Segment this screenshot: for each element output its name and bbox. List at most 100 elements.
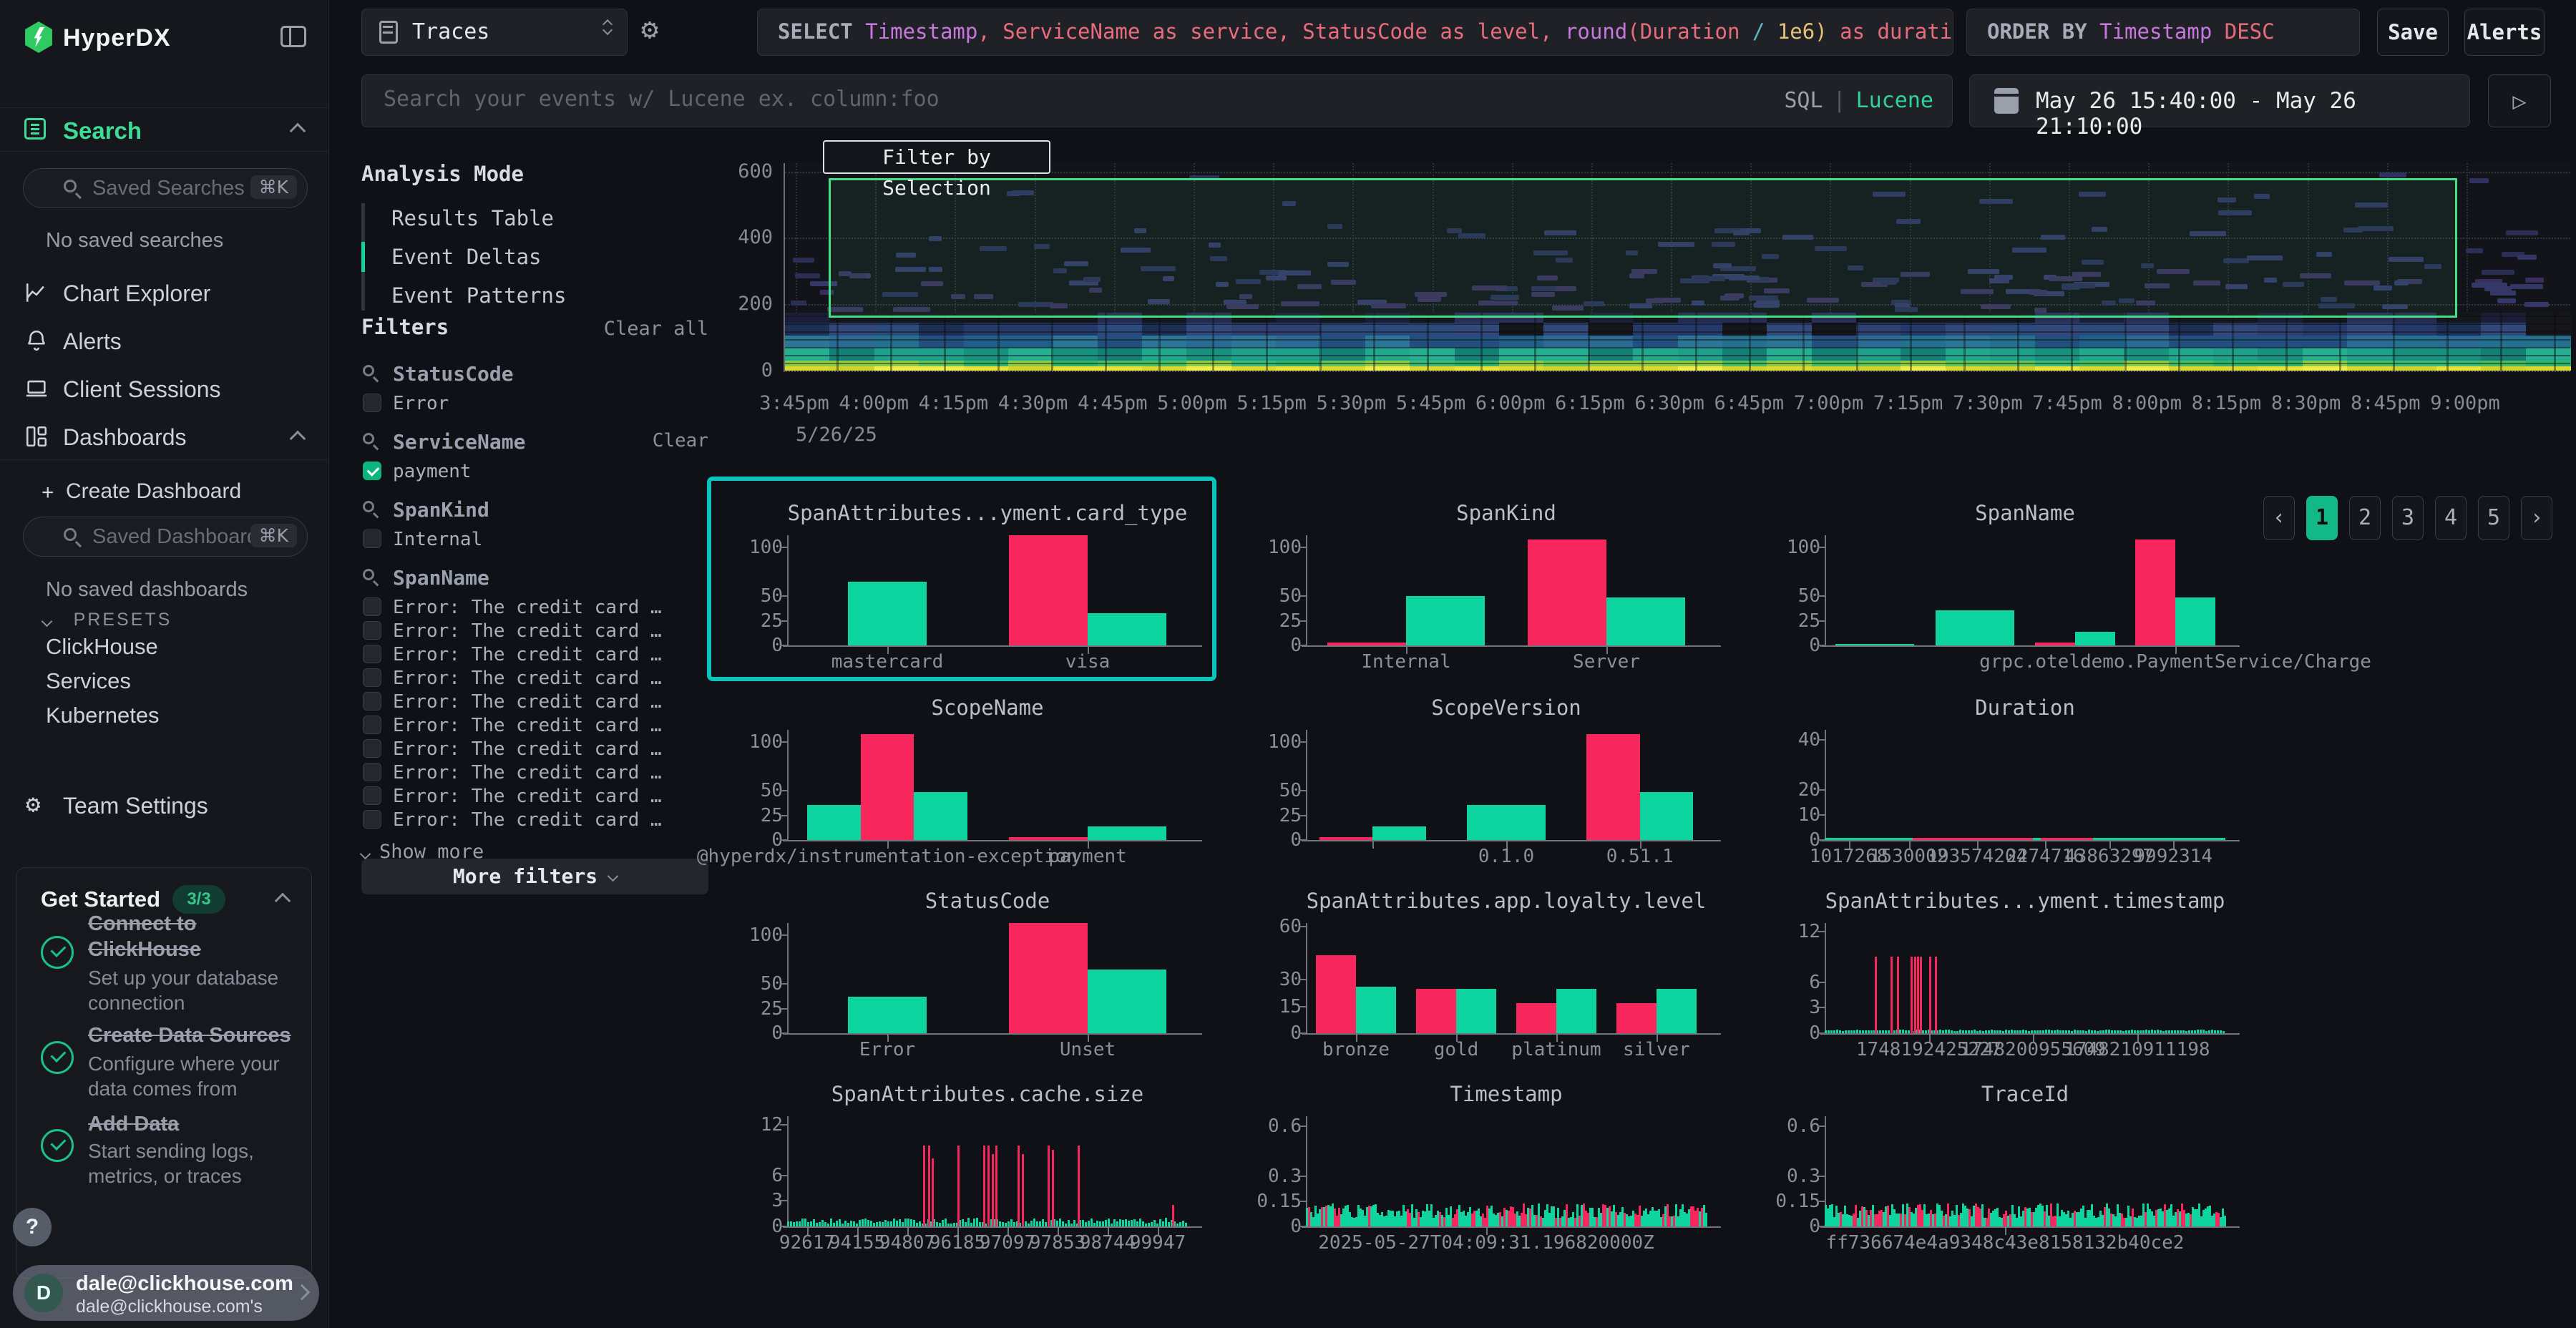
chart-trace-id[interactable]: TraceId 0.6 0.3 0.15 0 ff736674e4a9348c43e815… bbox=[1767, 1082, 2268, 1269]
order-by-input[interactable]: ORDER BY Timestamp DESC bbox=[1966, 9, 2360, 56]
sidebar-item-dashboards[interactable]: Dashboards bbox=[0, 417, 329, 459]
presets-toggle[interactable]: PRESETS bbox=[41, 610, 172, 630]
bar-ok[interactable] bbox=[1088, 612, 1166, 645]
sidebar-item-alerts[interactable]: Alerts bbox=[0, 321, 329, 363]
sql-select-input[interactable]: SELECT Timestamp, ServiceName as service… bbox=[757, 9, 1953, 56]
checkbox-unchecked[interactable] bbox=[363, 529, 381, 548]
saved-searches-field[interactable] bbox=[92, 176, 257, 200]
chevron-up-icon[interactable] bbox=[274, 892, 291, 909]
gs-item-title[interactable]: Add Data bbox=[88, 1113, 180, 1136]
bar-ok[interactable] bbox=[1835, 644, 1914, 645]
bar-ok[interactable] bbox=[1406, 596, 1485, 645]
checkbox-unchecked[interactable] bbox=[363, 668, 381, 687]
bar-ok[interactable] bbox=[848, 997, 927, 1033]
run-query-button[interactable]: ▷ bbox=[2488, 74, 2551, 127]
filter-item[interactable]: Error: The credit card … bbox=[361, 620, 708, 642]
checkbox-unchecked[interactable] bbox=[363, 597, 381, 616]
checkbox-checked[interactable] bbox=[363, 462, 381, 480]
bar-ok[interactable] bbox=[807, 804, 861, 840]
filter-item[interactable]: Error: The credit card … bbox=[361, 667, 708, 689]
bar-ok[interactable] bbox=[2175, 597, 2215, 645]
filter-item[interactable]: Error: The credit card … bbox=[361, 596, 708, 618]
chart-payment-timestamp[interactable]: SpanAttributes...yment.timestamp 12 6 3 0 174… bbox=[1767, 889, 2268, 1076]
heatmap-selection[interactable] bbox=[829, 177, 2457, 318]
bar-error[interactable] bbox=[1516, 1002, 1556, 1033]
bar-error[interactable] bbox=[1009, 836, 1088, 840]
chart-scope-name[interactable]: ScopeName 100 50 25 0 @hyperdx/instrumentatio… bbox=[697, 695, 1231, 883]
more-filters-button[interactable]: More filters bbox=[361, 859, 708, 894]
filter-item[interactable]: Internal bbox=[361, 528, 708, 550]
saved-searches-input[interactable]: ⌘K bbox=[23, 168, 308, 208]
analysis-mode-event-deltas[interactable]: Event Deltas bbox=[361, 238, 566, 276]
bar-ok[interactable] bbox=[1356, 987, 1396, 1033]
pagination-page-2[interactable]: 2 bbox=[2349, 496, 2381, 540]
bar-error[interactable] bbox=[1528, 539, 1606, 645]
bar-error[interactable] bbox=[1316, 954, 1356, 1033]
chart-scope-version[interactable]: ScopeVersion 100 50 25 0 0.1.0 0.51.1 bbox=[1249, 695, 1750, 883]
filter-item[interactable]: Error: The credit card … bbox=[361, 690, 708, 713]
filter-item[interactable]: Error: The credit card … bbox=[361, 738, 708, 760]
alerts-button[interactable]: Alerts bbox=[2464, 9, 2545, 56]
gs-item-title[interactable]: Connect to ClickHouse bbox=[88, 912, 201, 961]
bar-ok[interactable] bbox=[1372, 826, 1426, 840]
filter-item[interactable]: Error bbox=[361, 392, 708, 414]
bar-ok[interactable] bbox=[1088, 969, 1166, 1033]
bar-ok[interactable] bbox=[1556, 988, 1596, 1033]
checkbox-unchecked[interactable] bbox=[363, 739, 381, 758]
user-menu[interactable]: D dale@clickhouse.com dale@clickhouse.co… bbox=[13, 1265, 319, 1321]
chart-span-kind[interactable]: SpanKind 100 50 25 0 Internal Server bbox=[1249, 501, 1750, 688]
preset-kubernetes[interactable]: Kubernetes bbox=[46, 703, 160, 728]
event-search-input[interactable]: SQL|Lucene bbox=[361, 74, 1953, 127]
analysis-mode-event-patterns[interactable]: Event Patterns bbox=[391, 283, 567, 308]
gs-item-title[interactable]: Create Data Sources bbox=[88, 1024, 291, 1047]
bar-ok[interactable] bbox=[848, 581, 927, 645]
bar-ok[interactable] bbox=[1088, 826, 1166, 840]
bar-ok[interactable] bbox=[1639, 791, 1694, 840]
chart-duration[interactable]: Duration 40 20 10 0 1017268 1530002 193574204 22… bbox=[1767, 695, 2268, 883]
saved-dashboards-input[interactable]: ⌘K bbox=[23, 517, 308, 557]
pagination-page-3[interactable]: 3 bbox=[2392, 496, 2424, 540]
save-button[interactable]: Save bbox=[2377, 9, 2449, 56]
chart-span-name[interactable]: SpanName 100 50 25 0 grpc.oteldemo.PaymentSer… bbox=[1767, 501, 2371, 688]
checkbox-unchecked[interactable] bbox=[363, 716, 381, 734]
checkbox-unchecked[interactable] bbox=[363, 394, 381, 412]
bar-ok[interactable] bbox=[2075, 631, 2115, 645]
chart-card-type[interactable]: SpanAttributes...yment.card_type 100 50 25 0… bbox=[730, 501, 1231, 688]
bar-error[interactable] bbox=[2035, 642, 2075, 645]
chart-timestamp[interactable]: Timestamp 0.6 0.3 0.15 0 2025-05-27T04:09:31.… bbox=[1249, 1082, 1750, 1269]
filter-item[interactable]: Error: The credit card … bbox=[361, 643, 708, 665]
checkbox-unchecked[interactable] bbox=[363, 810, 381, 829]
checkbox-unchecked[interactable] bbox=[363, 645, 381, 663]
filter-by-selection-button[interactable]: Filter by Selection bbox=[823, 140, 1050, 200]
chart-cache-size[interactable]: SpanAttributes.cache.size 12 6 3 0 92617 94155… bbox=[730, 1082, 1231, 1269]
analysis-mode-results-table[interactable]: Results Table bbox=[391, 206, 554, 230]
sidebar-collapse-icon[interactable] bbox=[280, 26, 306, 47]
chevron-up-icon[interactable] bbox=[289, 430, 306, 447]
filter-item[interactable]: Error: The credit card … bbox=[361, 714, 708, 736]
bar-ok[interactable] bbox=[1606, 597, 1685, 645]
pagination-page-4[interactable]: 4 bbox=[2435, 496, 2467, 540]
saved-dashboards-field[interactable] bbox=[92, 524, 257, 549]
checkbox-unchecked[interactable] bbox=[363, 763, 381, 781]
lang-sql-toggle[interactable]: SQL bbox=[1784, 88, 1823, 113]
bar-error[interactable] bbox=[1009, 535, 1088, 645]
bar-ok[interactable] bbox=[1467, 804, 1546, 840]
bar-ok[interactable] bbox=[1456, 988, 1496, 1033]
clear-all-filters-link[interactable]: Clear all bbox=[603, 318, 708, 340]
bar-error[interactable] bbox=[2135, 539, 2175, 645]
help-button[interactable]: ? bbox=[13, 1208, 52, 1246]
bar-error[interactable] bbox=[1319, 836, 1373, 840]
checkbox-unchecked[interactable] bbox=[363, 692, 381, 711]
chart-status-code[interactable]: StatusCode 100 50 25 0 Error Unset bbox=[730, 889, 1231, 1076]
checkbox-unchecked[interactable] bbox=[363, 786, 381, 805]
bar-error[interactable] bbox=[1416, 988, 1456, 1033]
bar-error[interactable] bbox=[1586, 733, 1640, 840]
date-range-picker[interactable]: May 26 15:40:00 - May 26 21:10:00 bbox=[1969, 74, 2470, 140]
preset-clickhouse[interactable]: ClickHouse bbox=[46, 634, 158, 659]
preset-services[interactable]: Services bbox=[46, 668, 131, 693]
create-dashboard-button[interactable]: + Create Dashboard bbox=[0, 472, 329, 514]
bar-error[interactable] bbox=[1009, 923, 1088, 1033]
sidebar-item-client-sessions[interactable]: Client Sessions bbox=[0, 369, 329, 411]
pagination-page-5[interactable]: 5 bbox=[2478, 496, 2509, 540]
bar-error[interactable] bbox=[860, 733, 914, 840]
